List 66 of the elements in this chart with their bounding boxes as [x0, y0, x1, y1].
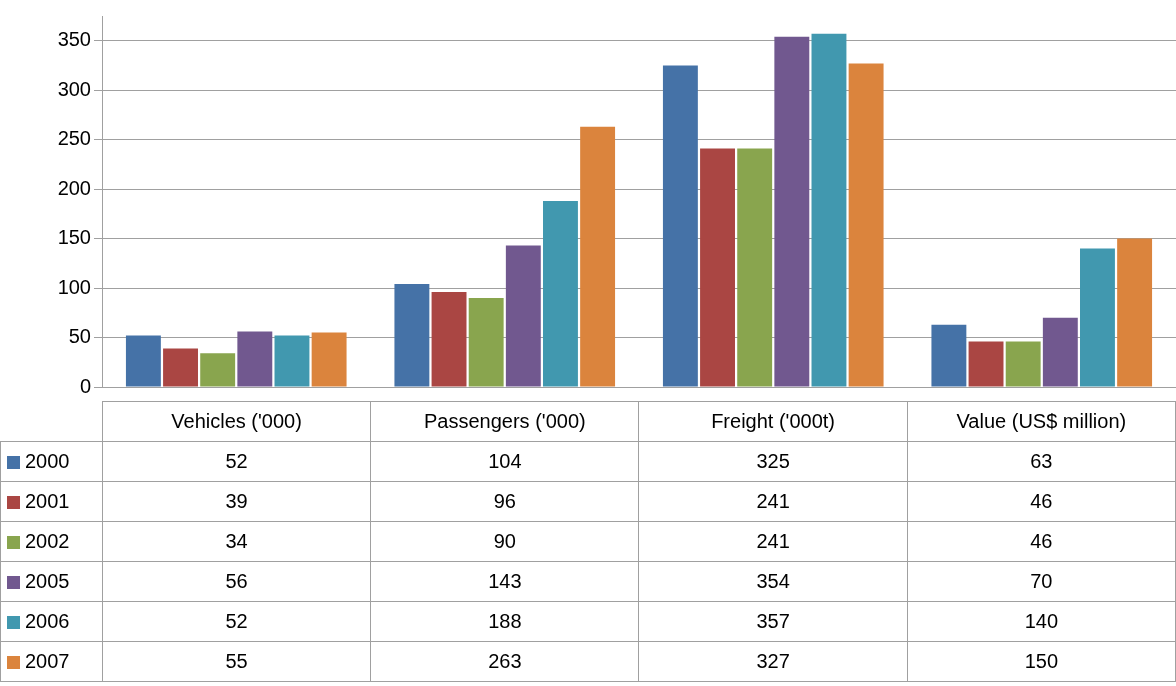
y-tick-label: 200 [57, 176, 91, 199]
bar [1005, 341, 1041, 387]
data-label: 150 [907, 641, 1176, 682]
data-label: 63 [907, 441, 1176, 482]
x-tick-label: Value (US$ million) [907, 401, 1176, 442]
y-tick-label: 0 [79, 374, 91, 397]
bar [1042, 317, 1078, 387]
legend-label: 2002 [0, 521, 103, 562]
bar [431, 292, 467, 387]
y-tick-label: 350 [57, 28, 91, 51]
y-tick-label: 300 [57, 77, 91, 100]
bar [237, 331, 273, 387]
x-tick-label: Freight ('000t) [638, 401, 908, 442]
x-tick-label: Vehicles ('000) [102, 401, 371, 442]
legend-label: 2001 [0, 481, 103, 522]
data-label: 143 [370, 561, 639, 602]
bar [505, 245, 541, 387]
bar [931, 324, 967, 387]
bar [811, 33, 847, 387]
data-label: 140 [907, 601, 1176, 642]
data-label: 52 [102, 441, 371, 482]
data-label: 325 [638, 441, 908, 482]
bar [1117, 238, 1153, 387]
data-label: 327 [638, 641, 908, 682]
legend-label: 2000 [0, 441, 103, 482]
data-label: 34 [102, 521, 371, 562]
data-label: 56 [102, 561, 371, 602]
data-label: 354 [638, 561, 908, 602]
bar [737, 148, 773, 387]
bar [125, 335, 161, 387]
legend-label: 2007 [0, 641, 103, 682]
bar [1080, 248, 1115, 387]
data-label: 52 [102, 601, 371, 642]
y-tick-label: 150 [57, 226, 91, 249]
data-label: 46 [907, 521, 1176, 562]
bar [662, 65, 698, 387]
bar [311, 332, 347, 387]
data-label: 241 [638, 481, 908, 522]
y-tick-label: 250 [57, 127, 91, 150]
bar [394, 284, 430, 387]
data-label: 70 [907, 561, 1176, 602]
data-label: 55 [102, 641, 371, 682]
y-tick-label: 50 [68, 325, 91, 348]
bar [848, 63, 884, 387]
data-label: 104 [370, 441, 639, 482]
bar [274, 335, 310, 387]
bar [200, 353, 236, 387]
data-label: 263 [370, 641, 639, 682]
bar [968, 341, 1004, 387]
bar [580, 126, 616, 387]
bar [700, 148, 735, 387]
y-tick-label: 100 [57, 275, 91, 298]
legend-label: 2006 [0, 601, 103, 642]
data-label: 90 [370, 521, 639, 562]
data-label: 357 [638, 601, 908, 642]
data-label: 39 [102, 481, 371, 522]
data-label: 241 [638, 521, 908, 562]
bar [543, 201, 578, 387]
legend-label: 2005 [0, 561, 103, 602]
bar [774, 36, 810, 387]
x-tick-label: Passengers ('000) [370, 401, 639, 442]
data-label: 46 [907, 481, 1176, 522]
data-label: 96 [370, 481, 639, 522]
bar [468, 297, 504, 387]
data-label: 188 [370, 601, 639, 642]
bar [163, 348, 198, 387]
